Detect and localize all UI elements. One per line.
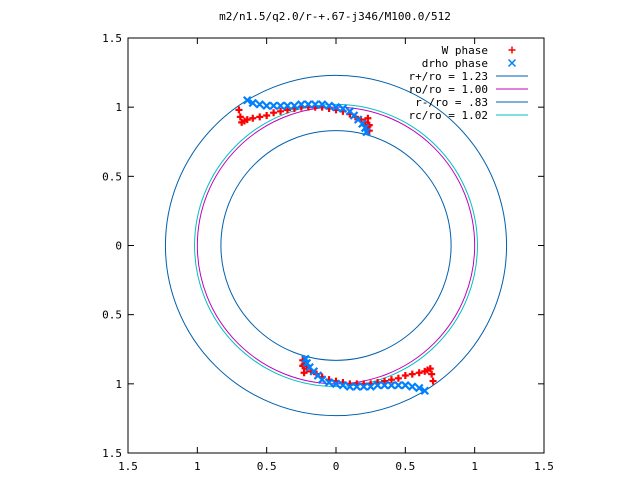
data-point: [317, 100, 327, 109]
data-point: [414, 383, 424, 393]
data-point: [387, 380, 396, 390]
data-point: [269, 101, 278, 111]
data-point: [324, 378, 334, 387]
y-tick-label: 0: [115, 240, 122, 253]
data-point: [394, 374, 402, 382]
legend-label: drho phase: [422, 57, 488, 70]
data-point: [359, 382, 369, 391]
data-point: [235, 106, 243, 114]
data-point: [421, 367, 429, 375]
data-point: [303, 100, 313, 109]
data-point: [283, 101, 292, 111]
data-point: [331, 102, 341, 112]
data-point: [401, 372, 409, 380]
x-tick-label: 1.5: [118, 460, 138, 473]
circle-r-0-83: [220, 130, 452, 361]
data-point: [297, 100, 306, 109]
data-point: [380, 380, 389, 390]
data-point: [387, 376, 395, 384]
data-point: [420, 386, 430, 396]
data-point: [255, 100, 265, 109]
axis-tick-labels: 1.5 1 0.5 0 0.5 1 1.51.510.500.511.5: [102, 32, 554, 473]
data-point: [283, 106, 291, 114]
data-point: [338, 380, 348, 390]
data-point: [364, 114, 372, 122]
data-point: [277, 107, 285, 115]
data-point: [243, 116, 251, 124]
data-point: [324, 101, 334, 111]
y-tick-label: 1.5: [102, 32, 122, 45]
data-point: [290, 101, 299, 111]
data-point: [394, 380, 403, 390]
legend-label: r-/ro = .83: [415, 96, 488, 109]
legend-marker: [508, 46, 516, 54]
series-w-phase: [235, 103, 437, 388]
x-tick-label: 0: [333, 460, 340, 473]
data-point: [270, 109, 278, 117]
data-point: [401, 380, 410, 390]
data-point: [381, 377, 389, 385]
plot-area: [164, 74, 508, 417]
data-point: [301, 354, 310, 364]
data-point: [262, 101, 271, 111]
data-point: [408, 370, 416, 378]
data-point: [407, 382, 417, 391]
y-tick-label: 0.5: [102, 309, 122, 322]
legend-label: r+/ro = 1.23: [409, 70, 488, 83]
data-point: [256, 113, 264, 121]
data-point: [352, 382, 362, 391]
legend-marker: [507, 58, 517, 68]
chart-title: m2/n1.5/q2.0/r-+.67-j346/M100.0/512: [219, 10, 451, 23]
legend-label: W phase: [442, 44, 488, 57]
data-point: [429, 377, 437, 385]
axis-ticks: [127, 37, 545, 454]
circle-r-1-02: [194, 103, 478, 388]
circle-r-1: [196, 106, 476, 385]
circle-r-1-23: [164, 74, 508, 417]
data-point: [366, 382, 375, 391]
data-point: [331, 379, 341, 389]
legend-label: ro/ro = 1.00: [409, 83, 488, 96]
data-point: [248, 98, 258, 108]
x-tick-label: 0.5: [257, 460, 277, 473]
y-tick-label: 1: [115, 378, 122, 391]
data-point: [276, 101, 285, 111]
y-tick-label: 1.5: [102, 447, 122, 460]
data-point: [428, 370, 436, 378]
data-point: [338, 104, 348, 113]
x-tick-label: 0.5: [395, 460, 415, 473]
x-tick-label: 1: [471, 460, 478, 473]
series-drho-phase: [242, 95, 430, 396]
data-point: [249, 114, 257, 122]
data-point: [345, 382, 355, 391]
x-tick-label: 1.5: [534, 460, 554, 473]
data-point: [415, 369, 423, 377]
y-tick-label: 0.5: [102, 170, 122, 183]
data-point: [373, 380, 382, 390]
data-point: [362, 127, 371, 137]
data-point: [242, 95, 252, 105]
data-point: [310, 100, 320, 109]
x-tick-label: 1: [194, 460, 201, 473]
data-point: [263, 111, 271, 119]
data-point: [236, 113, 244, 121]
y-tick-label: 1: [115, 101, 122, 114]
data-point: [300, 369, 308, 377]
legend-label: rc/ro = 1.02: [409, 109, 488, 122]
